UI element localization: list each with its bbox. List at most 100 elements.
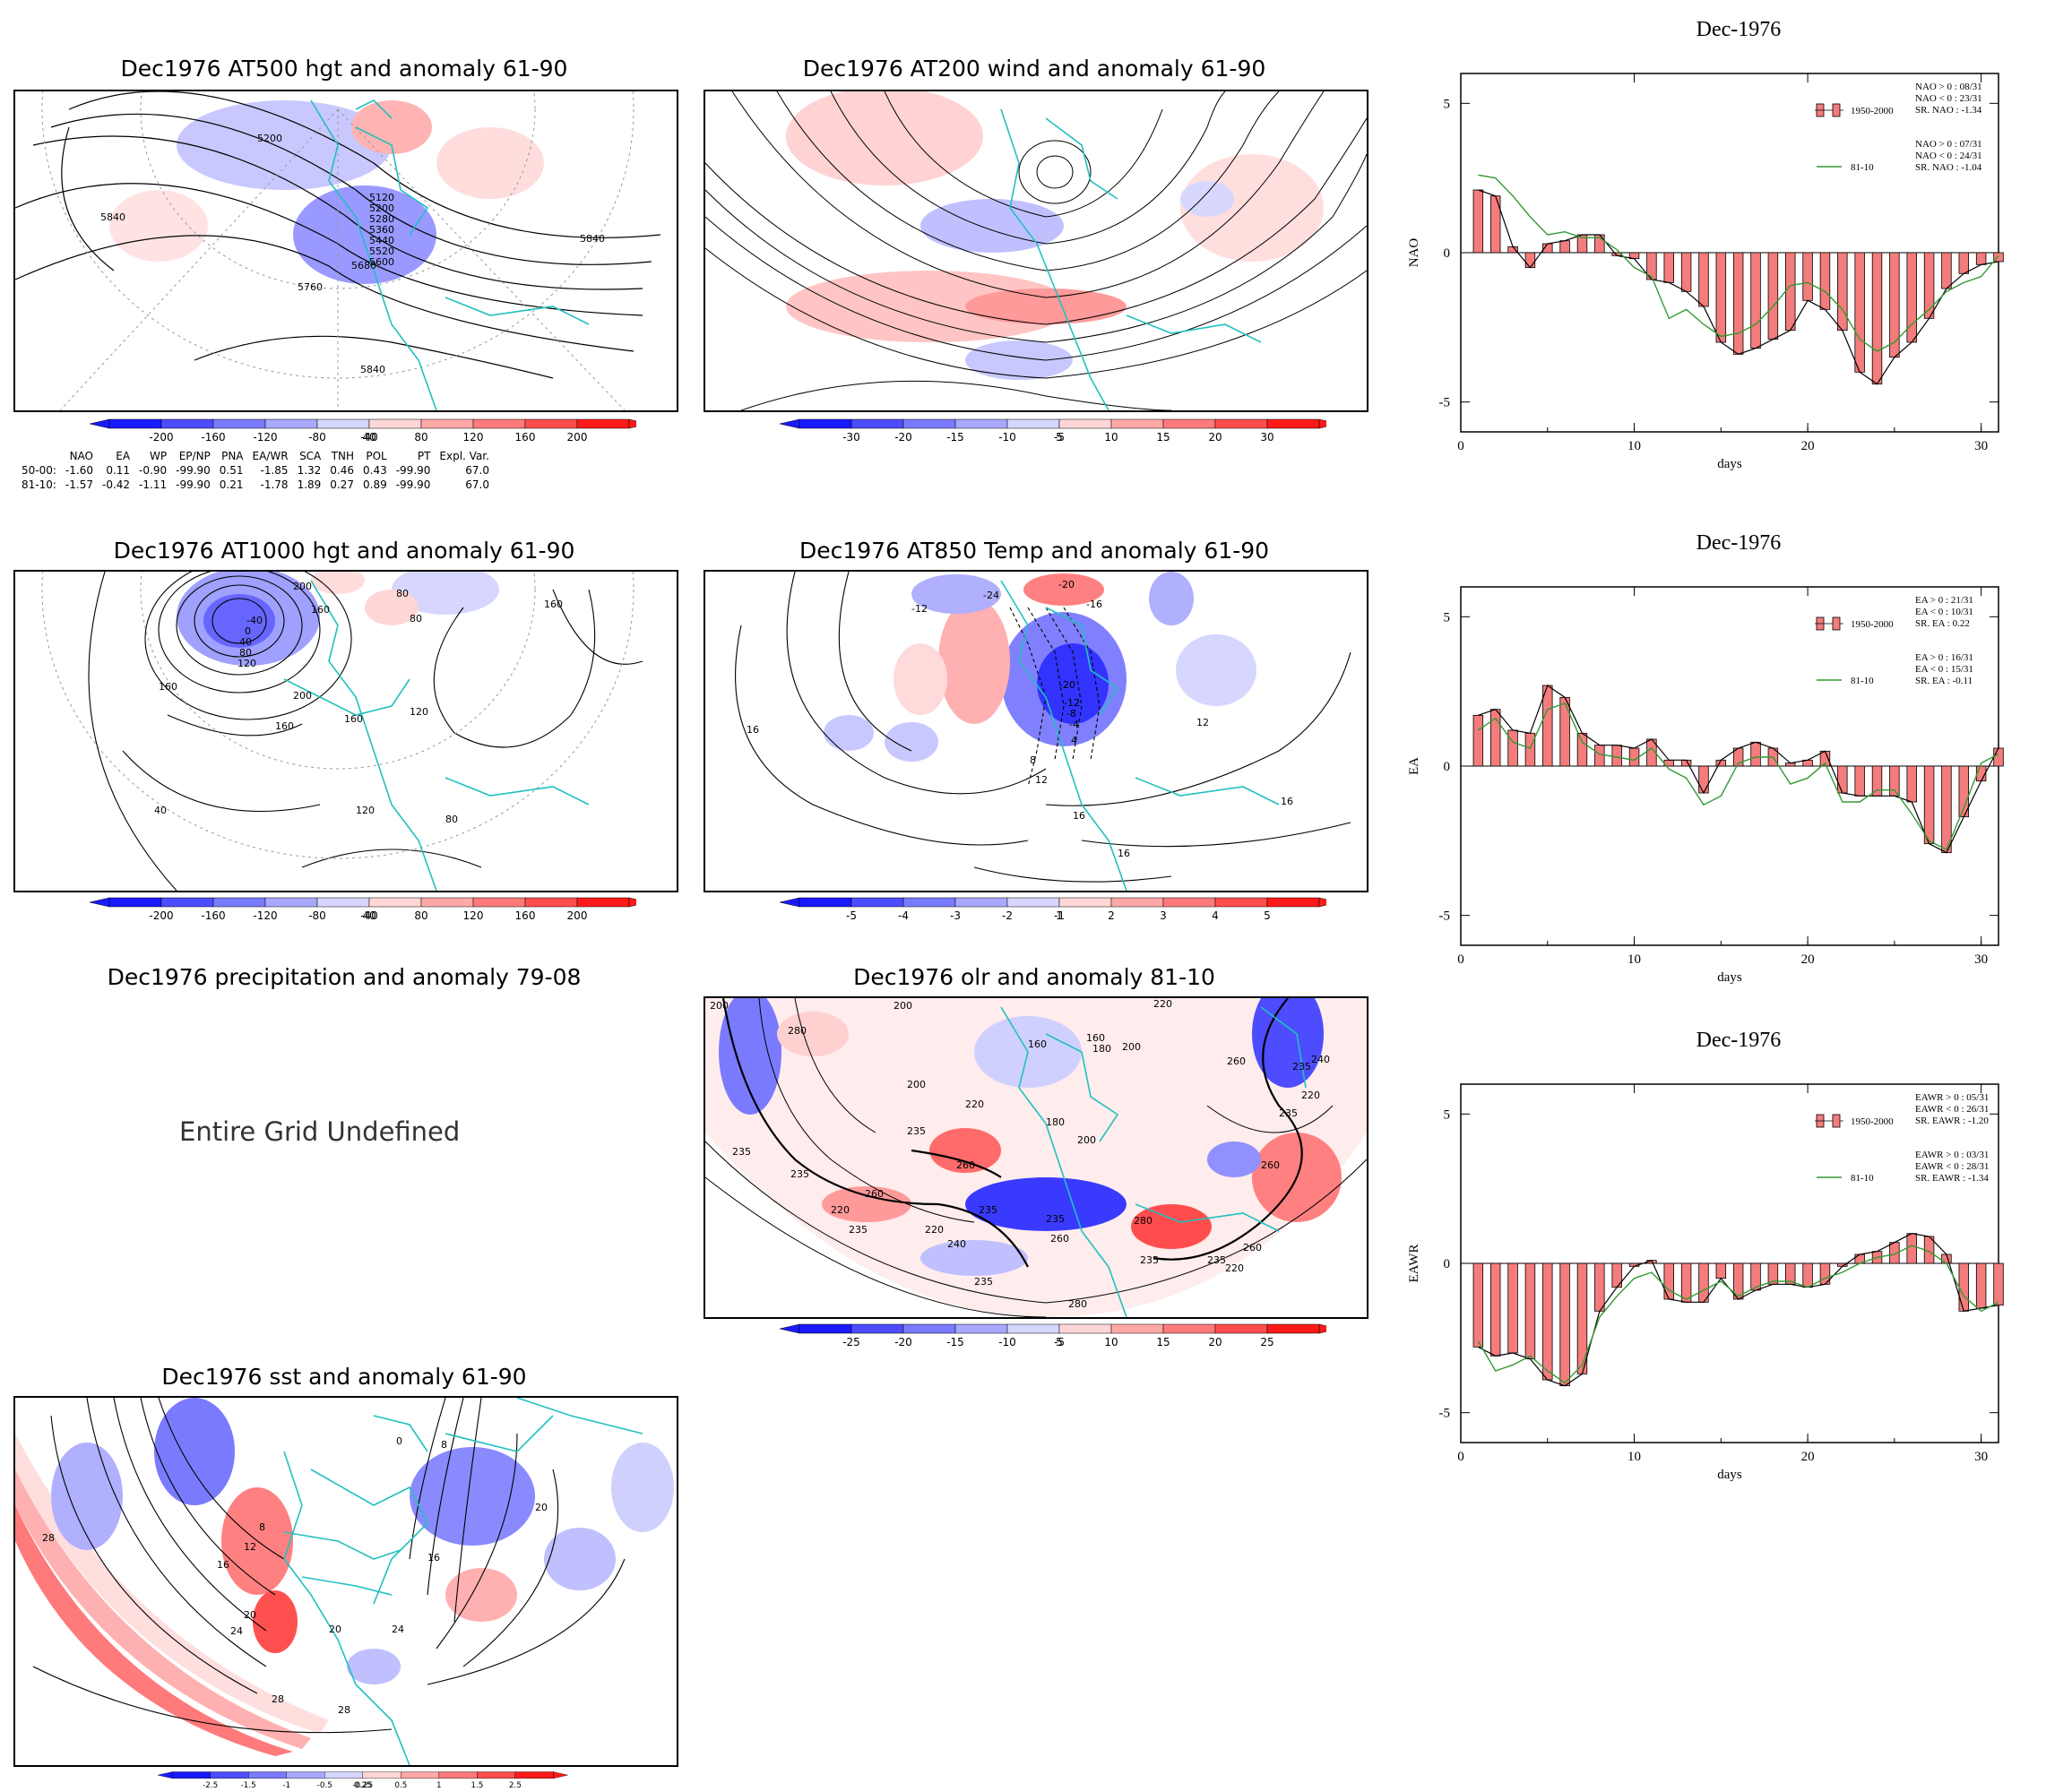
bar-series-line	[1478, 1233, 1999, 1387]
colorbar-arrow-right	[1318, 897, 1326, 908]
contour-label: 240	[1311, 1054, 1330, 1065]
bar	[1715, 252, 1727, 343]
colorbar-swatch	[1214, 418, 1268, 429]
bar	[1698, 765, 1709, 794]
colorbar-tick-label: 5	[1056, 431, 1063, 444]
legend-stat: SR. EAWR : -1.34	[1915, 1173, 1989, 1184]
contour-label: 16	[747, 724, 759, 736]
colorbar-swatch	[799, 897, 852, 908]
legend-stat: NAO < 0 : 23/31	[1915, 93, 1982, 104]
colorbar-tick-label: -20	[894, 1336, 912, 1348]
olr-map: 200 280 200 200 220 160 180 160 200 260 …	[704, 996, 1368, 1319]
at850-title: Dec1976 AT850 Temp and anomaly 61-90	[799, 538, 1270, 564]
colorbar-swatch	[324, 1771, 363, 1779]
contour-label: 280	[1068, 1298, 1087, 1310]
colorbar-arrow-left	[779, 1323, 800, 1334]
colorbar-tick-label: -80	[308, 431, 326, 444]
colorbar-tick-label: -0.5	[317, 1781, 332, 1790]
contour-label: 5120	[369, 192, 394, 203]
table-cell: 1.32	[297, 464, 322, 477]
table-cell: 0.11	[106, 464, 131, 477]
contour-label: 16	[427, 1552, 440, 1564]
colorbar-swatch	[248, 1771, 287, 1779]
bar	[1906, 1233, 1917, 1264]
contour-label: 235	[1140, 1254, 1159, 1266]
contour-label: 5840	[360, 364, 385, 375]
x-tick-label: 0	[1457, 439, 1464, 453]
colorbar-arrow-left	[779, 418, 800, 429]
colorbar-swatch	[1162, 418, 1216, 429]
colorbar-tick-label: -200	[149, 431, 173, 444]
x-tick-label: 10	[1627, 439, 1641, 453]
contour-label: 200	[293, 581, 312, 592]
bar	[1923, 765, 1935, 845]
colorbar-arrow-right	[1318, 418, 1326, 429]
contour-label: 24	[392, 1624, 404, 1635]
at850-map-svg: -24 -20 -16 -12 -20 -12 -8 -4 4 8 12 12 …	[735, 572, 1351, 891]
table-header: PNA	[221, 450, 244, 462]
x-tick-label: 30	[1974, 439, 1988, 453]
colorbar-tick-label: 160	[515, 909, 536, 922]
y-tick-label: 0	[1444, 1257, 1451, 1271]
bar	[1524, 252, 1536, 269]
x-tick-label: 10	[1627, 952, 1641, 967]
contour-label: 200	[710, 1000, 729, 1012]
at200-map-svg	[705, 91, 1367, 410]
contour-label: 220	[965, 1098, 984, 1110]
bar	[1542, 1262, 1553, 1381]
bar	[1524, 732, 1536, 767]
table-header	[18, 450, 60, 462]
contour-label: 28	[338, 1704, 350, 1716]
contour-label: 180	[1046, 1116, 1065, 1128]
colorbar-swatch	[108, 897, 162, 908]
colorbar-swatch	[1006, 1323, 1060, 1334]
colorbar-arrow-left	[157, 1771, 173, 1779]
colorbar-swatch	[212, 897, 266, 908]
contour-label: 16	[1073, 810, 1085, 822]
table-cell: -99.90	[176, 478, 211, 491]
colorbar-swatch	[799, 1323, 852, 1334]
colorbar-swatch	[420, 418, 474, 429]
colorbar-swatch	[954, 1323, 1008, 1334]
table-cell: 0.46	[330, 464, 354, 477]
bar	[1993, 747, 2004, 767]
legend-stat: EA > 0 : 21/31	[1915, 595, 1973, 606]
colorbar-swatch	[438, 1771, 478, 1779]
contour-label: 40	[239, 636, 252, 648]
colorbar-swatch	[1006, 418, 1060, 429]
legend-stat: SR. EA : 0.22	[1915, 618, 1970, 629]
legend-line-label: 81-10	[1851, 676, 1874, 686]
teleconnection-table: NAO EA WP EP/NP PNA EA/WR SCA TNH POL PT…	[16, 448, 495, 493]
table-cell: 0.43	[363, 464, 387, 477]
contour-label: 12	[1196, 717, 1209, 728]
colorbar-swatch	[1214, 1323, 1268, 1334]
contour-label: 5200	[257, 133, 282, 144]
table-cell: -99.90	[395, 478, 431, 491]
contour-label: 24	[230, 1625, 243, 1637]
table-cell: 1.89	[297, 478, 322, 491]
contour-label: 280	[788, 1025, 807, 1037]
contour-label: 235	[790, 1168, 809, 1180]
colorbar-swatch	[576, 418, 630, 429]
contour-label: -40	[246, 615, 263, 626]
colorbar-swatch	[1058, 1323, 1112, 1334]
y-axis-label: EAWR	[1407, 1245, 1421, 1283]
table-header: WP	[150, 450, 168, 462]
table-cell: -0.90	[139, 464, 168, 477]
colorbar-swatch	[1162, 1323, 1216, 1334]
y-tick-label: 0	[1444, 760, 1451, 774]
colorbar-tick-label: -10	[998, 1336, 1016, 1348]
bar	[1559, 240, 1570, 254]
y-tick-label: -5	[1439, 1407, 1451, 1421]
at1000-title: Dec1976 AT1000 hgt and anomaly 61-90	[113, 538, 575, 564]
contour-label: 120	[356, 805, 375, 816]
contour-label: 260	[1243, 1242, 1262, 1254]
bar	[1941, 252, 1952, 289]
table-cell: -1.11	[139, 478, 168, 491]
colorbar-swatch	[401, 1771, 440, 1779]
contour-label: 260	[865, 1188, 884, 1200]
bar	[1663, 252, 1674, 283]
bar	[1472, 714, 1484, 767]
colorbar-swatch	[264, 897, 318, 908]
contour-label: 5520	[369, 246, 394, 257]
